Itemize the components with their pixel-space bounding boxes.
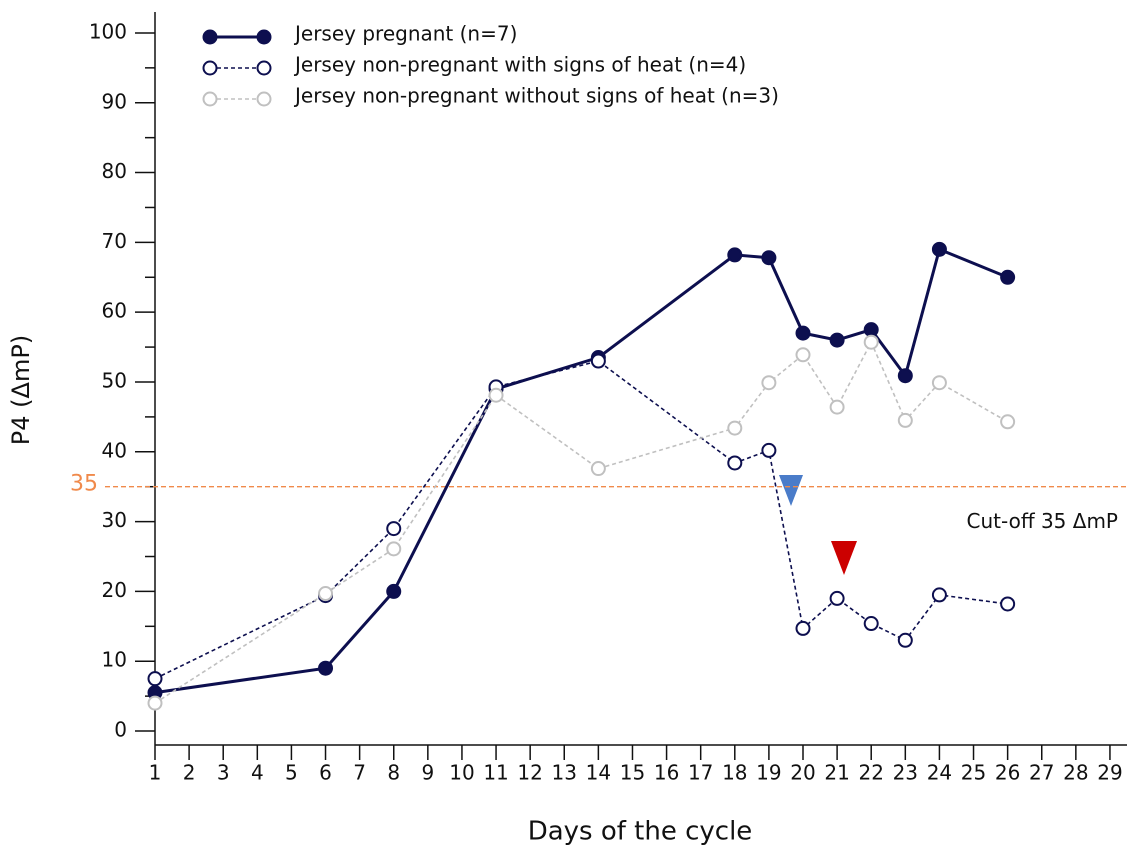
x-tick-label: 28	[1063, 761, 1088, 785]
data-point	[590, 353, 606, 369]
x-tick-label: 17	[688, 761, 713, 785]
legend-marker	[256, 29, 272, 45]
blue-arrow	[779, 475, 803, 506]
data-point	[863, 616, 879, 632]
x-tick-label: 27	[1029, 761, 1054, 785]
data-point	[829, 332, 845, 348]
x-tick-label: 24	[927, 761, 952, 785]
data-point	[795, 620, 811, 636]
y-tick-label: 30	[102, 508, 127, 532]
data-point	[318, 660, 334, 676]
y-tick-label: 60	[102, 299, 127, 323]
x-tick-label: 9	[421, 761, 434, 785]
data-point	[1000, 596, 1016, 612]
data-point	[931, 587, 947, 603]
data-point	[590, 461, 606, 477]
data-point	[1000, 269, 1016, 285]
legend-label: Jersey non-pregnant with signs of heat (…	[293, 53, 746, 77]
x-tick-label: 20	[790, 761, 815, 785]
data-point	[318, 586, 334, 602]
y-tick-label: 40	[102, 438, 127, 462]
x-tick-label: 19	[756, 761, 781, 785]
data-point	[727, 247, 743, 263]
data-point	[1000, 414, 1016, 430]
x-axis-label: Days of the cycle	[528, 817, 753, 847]
x-tick-label: 12	[517, 761, 542, 785]
x-tick-label: 10	[449, 761, 474, 785]
legend-marker	[202, 91, 218, 107]
x-tick-label: 22	[858, 761, 883, 785]
data-point	[727, 420, 743, 436]
x-tick-label: 4	[251, 761, 264, 785]
x-tick-label: 6	[319, 761, 332, 785]
data-point	[897, 412, 913, 428]
legend-marker	[256, 60, 272, 76]
data-point	[795, 347, 811, 363]
y-tick-label: 90	[102, 89, 127, 113]
x-tick-label: 5	[285, 761, 298, 785]
data-point	[897, 632, 913, 648]
data-point	[829, 590, 845, 606]
data-point	[147, 671, 163, 687]
x-tick-label: 7	[353, 761, 366, 785]
y-tick-label: 0	[114, 718, 127, 742]
x-tick-label: 3	[217, 761, 230, 785]
series-line	[154, 340, 1009, 704]
data-point	[931, 241, 947, 257]
data-point	[147, 695, 163, 711]
x-tick-label: 16	[654, 761, 679, 785]
legend-label: Jersey pregnant (n=7)	[293, 22, 517, 46]
x-tick-label: 29	[1097, 761, 1122, 785]
y-tick-label: 70	[102, 229, 127, 253]
data-point	[761, 250, 777, 266]
threshold-label: 35	[70, 472, 98, 497]
x-tick-label: 11	[483, 761, 508, 785]
series-line	[154, 360, 1008, 680]
x-tick-label: 13	[552, 761, 577, 785]
data-point	[386, 521, 402, 537]
x-tick-label: 26	[995, 761, 1020, 785]
x-tick-label: 14	[586, 761, 611, 785]
data-point	[386, 583, 402, 599]
x-tick-label: 2	[183, 761, 196, 785]
y-tick-label: 20	[102, 578, 127, 602]
data-point	[897, 368, 913, 384]
data-point	[931, 375, 947, 391]
x-tick-label: 18	[722, 761, 747, 785]
legend-marker	[256, 91, 272, 107]
y-axis-label: P4 (ΔmP)	[7, 335, 35, 445]
x-tick-label: 15	[620, 761, 645, 785]
data-point	[863, 322, 879, 338]
x-tick-label: 21	[824, 761, 849, 785]
data-point	[795, 325, 811, 341]
y-tick-label: 100	[89, 19, 127, 43]
y-tick-label: 50	[102, 368, 127, 392]
y-tick-label: 80	[102, 159, 127, 183]
x-tick-label: 1	[149, 761, 162, 785]
series-line	[154, 247, 1009, 695]
data-point	[761, 442, 777, 458]
threshold-text: Cut-off 35 ΔmP	[967, 509, 1118, 533]
data-point	[727, 455, 743, 471]
legend-marker	[202, 60, 218, 76]
legend-label: Jersey non-pregnant without signs of hea…	[293, 84, 779, 108]
x-tick-label: 25	[961, 761, 986, 785]
x-tick-label: 8	[387, 761, 400, 785]
red-arrow	[831, 541, 857, 575]
data-point	[488, 387, 504, 403]
x-tick-label: 23	[893, 761, 918, 785]
data-point	[863, 334, 879, 350]
data-point	[761, 375, 777, 391]
data-point	[829, 399, 845, 415]
y-tick-label: 10	[102, 648, 127, 672]
legend-marker	[202, 29, 218, 45]
data-point	[386, 541, 402, 557]
